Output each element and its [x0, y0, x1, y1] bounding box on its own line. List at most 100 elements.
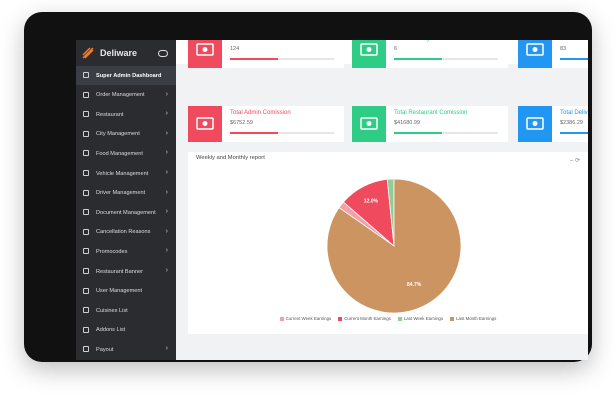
progress-bar: [230, 58, 278, 60]
submenu-arrow: ›: [165, 247, 168, 255]
menu-label: Restaurant: [96, 111, 124, 118]
menu-label: Vehicle Management: [96, 170, 149, 177]
menu-item[interactable]: Addons List: [76, 321, 176, 340]
menu-icon: [83, 130, 89, 137]
menu-item[interactable]: Payout ›: [76, 340, 176, 359]
report-panel: Weekly and Monthly report – ⟳ 12.0% 84.7%…: [188, 152, 588, 334]
menu-item[interactable]: Promocodes ›: [76, 242, 176, 261]
menu-icon: [83, 307, 89, 314]
menu-label: Addons List: [96, 327, 126, 334]
legend-item[interactable]: Current Week Earnings: [279, 316, 332, 321]
menu-label: Restaurant Banner: [96, 268, 143, 275]
menu-item[interactable]: Document Management ›: [76, 203, 176, 222]
menu-item[interactable]: Cuisines List: [76, 301, 176, 320]
menu-item[interactable]: Driver Management ›: [76, 184, 176, 203]
menu-icon: [83, 209, 89, 216]
tablet-frame: Deliware Super Admin Dashboard Order Mana…: [24, 12, 592, 362]
menu-item[interactable]: Restaurant ›: [76, 105, 176, 124]
card-icon: [352, 40, 386, 68]
menu-icon: [83, 72, 89, 78]
menu-icon: [83, 326, 89, 333]
card-title: Total Resta: [560, 40, 588, 42]
menu-icon: [83, 268, 89, 274]
menu-label: User Management: [96, 288, 143, 295]
submenu-arrow: ›: [165, 208, 168, 216]
menu-icon: [83, 170, 89, 176]
card-value: $2386.29: [560, 120, 583, 126]
menu-item[interactable]: Food Management ›: [76, 144, 176, 163]
card-glyph: [360, 43, 378, 56]
menu-label: Order Management: [96, 92, 145, 99]
stat-card: Total Users 124: [188, 40, 344, 68]
brand-logo: [82, 47, 94, 59]
menu-label: Document Management: [96, 209, 156, 216]
card-value: 124: [230, 46, 240, 52]
slice-label: 84.7%: [407, 282, 422, 288]
screen: Deliware Super Admin Dashboard Order Mana…: [76, 40, 588, 360]
menu-item[interactable]: Restaurant Banner ›: [76, 262, 176, 281]
legend-label: Current Month Earnings: [344, 316, 391, 321]
legend-item[interactable]: Last Week Earnings: [397, 316, 444, 321]
menu-item[interactable]: City Management ›: [76, 125, 176, 144]
slice-label: 12.0%: [364, 199, 379, 205]
progress-bar: [394, 58, 442, 60]
legend-label: Last Week Earnings: [403, 316, 444, 321]
legend-item[interactable]: Last Month Earnings: [450, 316, 496, 321]
menu-label: City Management: [96, 131, 140, 138]
progress-bar: [560, 58, 588, 60]
submenu-arrow: ›: [165, 90, 168, 98]
stat-card: Total Resta 83: [518, 40, 588, 68]
legend-swatch: [279, 316, 284, 321]
menu-label: Super Admin Dashboard: [96, 72, 162, 79]
legend-swatch: [338, 316, 343, 321]
menu-icon: [83, 150, 89, 157]
panel-tools[interactable]: – ⟳: [569, 158, 580, 164]
menu-icon: [83, 91, 89, 98]
menu-item[interactable]: Super Admin Dashboard: [76, 66, 176, 85]
progress-bar: [560, 132, 588, 134]
legend-swatch: [397, 316, 402, 321]
menu-item[interactable]: Cancellation Reasons ›: [76, 223, 176, 242]
card-glyph: [196, 43, 214, 56]
menu-label: Payout: [96, 346, 114, 353]
submenu-arrow: ›: [165, 188, 168, 196]
card-value: 6: [394, 46, 398, 52]
card-glyph: [526, 43, 544, 56]
stat-card: Total Delivery Partners 6: [352, 40, 508, 68]
menu-icon: [83, 287, 89, 294]
card-title: Total Users: [230, 40, 260, 42]
menu-icon: [83, 189, 89, 196]
menu-icon: [83, 346, 89, 353]
menu-item[interactable]: Vehicle Management ›: [76, 164, 176, 183]
card-title: Total Restaurant Comission: [394, 110, 468, 116]
card-glyph: [360, 117, 378, 130]
menu-label: Promocodes: [96, 248, 128, 255]
menu-label: Cuisines List: [96, 307, 128, 314]
menu-label: Food Management: [96, 150, 143, 157]
legend-label: Current Week Earnings: [285, 316, 332, 321]
menu-label: Cancellation Reasons: [96, 229, 151, 236]
card-icon: [188, 40, 222, 68]
stat-card: Total Restaurant Comission $41680.99: [352, 106, 508, 142]
card-glyph: [526, 117, 544, 130]
legend: Current Week Earnings Current Month Earni…: [188, 316, 588, 321]
card-icon: [518, 40, 552, 68]
card-icon: [352, 106, 386, 142]
report-title: Weekly and Monthly report: [196, 155, 265, 161]
card-title: Total Delivery Partners: [394, 40, 454, 42]
menu-icon: [83, 228, 89, 235]
pie-chart: 12.0% 84.7%: [326, 178, 462, 314]
menu-item[interactable]: Order Management ›: [76, 86, 176, 105]
card-value: $41680.99: [394, 120, 420, 126]
progress-track: [230, 58, 334, 60]
menu-item[interactable]: User Management: [76, 282, 176, 301]
submenu-arrow: ›: [165, 169, 168, 176]
card-value: 83: [560, 46, 567, 52]
menu-label: Driver Management: [96, 190, 146, 197]
stat-card: Total Deliv $2386.29: [518, 106, 588, 142]
submenu-arrow: ›: [165, 267, 168, 274]
submenu-arrow: ›: [165, 110, 168, 118]
sidebar-toggle[interactable]: [158, 50, 168, 57]
legend-item[interactable]: Current Month Earnings: [338, 316, 391, 321]
